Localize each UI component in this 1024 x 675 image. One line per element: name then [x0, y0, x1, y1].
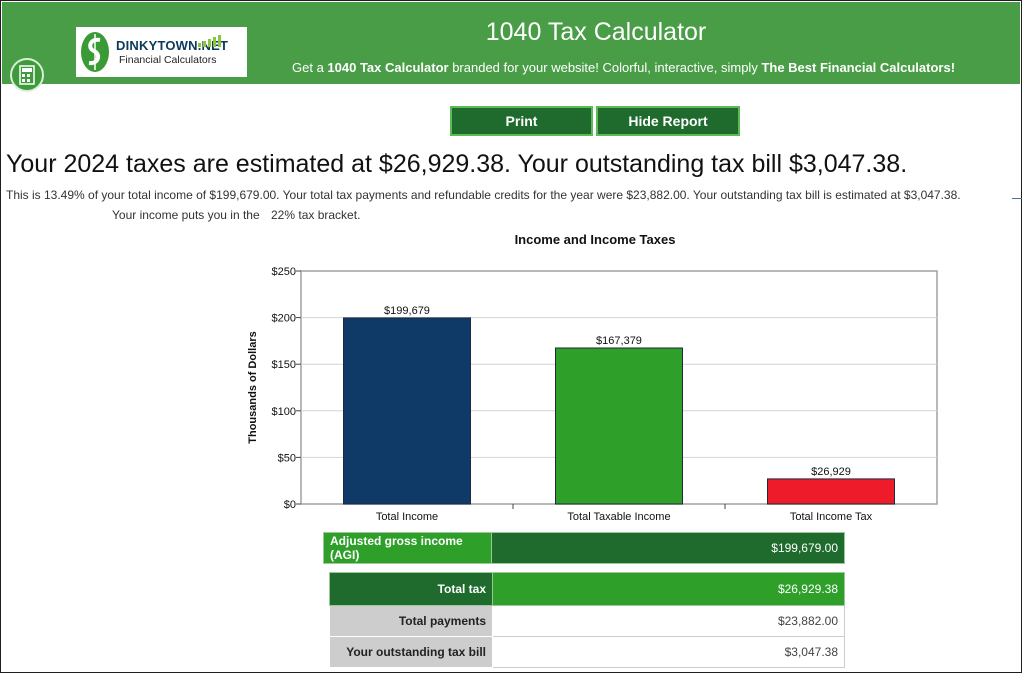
total-tax-row: Total tax $26,929.38: [329, 572, 845, 606]
tax-bracket-line: Your income puts you in the 22% tax brac…: [112, 208, 360, 222]
total-tax-label: Total tax: [329, 572, 493, 606]
bracket-value: 22%: [271, 208, 296, 222]
divider-mark: [1012, 198, 1022, 199]
tax-summary-paragraph: This is 13.49% of your total income of $…: [6, 188, 961, 202]
y-tick-label: $100: [272, 406, 296, 418]
bracket-suffix: tax bracket.: [298, 208, 361, 222]
tax-estimate-headline: Your 2024 taxes are estimated at $26,929…: [6, 150, 908, 178]
bar-total-income: [343, 317, 471, 505]
bar-total-taxable-income: [555, 347, 683, 505]
page-title: 1040 Tax Calculator: [485, 18, 707, 46]
y-tick-label: $0: [284, 499, 296, 511]
header-tagline: Get a 1040 Tax Calculator branded for yo…: [292, 60, 955, 75]
dinkytown-logo[interactable]: DINKYTOWN.NET Financial Calculators: [76, 27, 247, 77]
outstanding-bill-label: Your outstanding tax bill: [329, 636, 493, 668]
tagline-middle: branded for your website! Colorful, inte…: [448, 60, 762, 75]
y-tick-label: $150: [272, 359, 296, 371]
agi-table: Adjusted gross income (AGI) $199,679.00: [323, 532, 845, 564]
tagline-bold-best[interactable]: The Best Financial Calculators!: [761, 60, 956, 75]
y-tick-label: $250: [272, 266, 296, 278]
x-tick-label: Total Taxable Income: [567, 511, 670, 523]
agi-label: Adjusted gross income (AGI): [323, 532, 492, 564]
chart-title: Income and Income Taxes: [515, 232, 676, 247]
data-label: $26,929: [811, 466, 851, 478]
logo-subtitle: Financial Calculators: [119, 54, 217, 66]
total-payments-row: Total payments $23,882.00: [329, 605, 845, 637]
tagline-bold-calculator: 1040 Tax Calculator: [327, 60, 449, 75]
x-tick-label: Total Income Tax: [790, 511, 873, 523]
total-payments-value: $23,882.00: [492, 605, 845, 637]
bracket-prefix: Your income puts you in the: [112, 208, 260, 222]
data-label: $167,379: [596, 335, 642, 347]
outstanding-bill-row: Your outstanding tax bill $3,047.38: [329, 636, 845, 668]
data-label: $199,679: [384, 305, 430, 317]
income-taxes-chart: Income and Income Taxes $0 $50 $100 $150 $200…: [247, 232, 938, 523]
print-button[interactable]: Print: [450, 106, 593, 136]
tagline-prefix: Get a: [292, 60, 328, 75]
total-payments-label: Total payments: [329, 605, 493, 637]
y-axis-label: Thousands of Dollars: [247, 331, 259, 443]
y-tick-label: $200: [272, 313, 296, 325]
agi-row: Adjusted gross income (AGI) $199,679.00: [323, 532, 845, 564]
header-banner: DINKYTOWN.NET Financial Calculators 1040…: [2, 2, 1020, 84]
dollar-logo-icon: [81, 32, 109, 72]
bar-total-income-tax: [767, 478, 895, 505]
total-tax-value: $26,929.38: [492, 572, 845, 606]
calculator-icon[interactable]: [10, 58, 44, 92]
tax-summary-table: Total tax $26,929.38 Total payments $23,…: [329, 572, 845, 668]
y-tick-label: $50: [278, 452, 296, 464]
agi-value: $199,679.00: [491, 532, 845, 564]
x-tick-label: Total Income: [376, 511, 438, 523]
hide-report-button[interactable]: Hide Report: [596, 106, 740, 136]
outstanding-bill-value: $3,047.38: [492, 636, 845, 668]
logo-name: DINKYTOWN.NET: [116, 38, 229, 53]
logo-bars-icon: [198, 35, 221, 47]
